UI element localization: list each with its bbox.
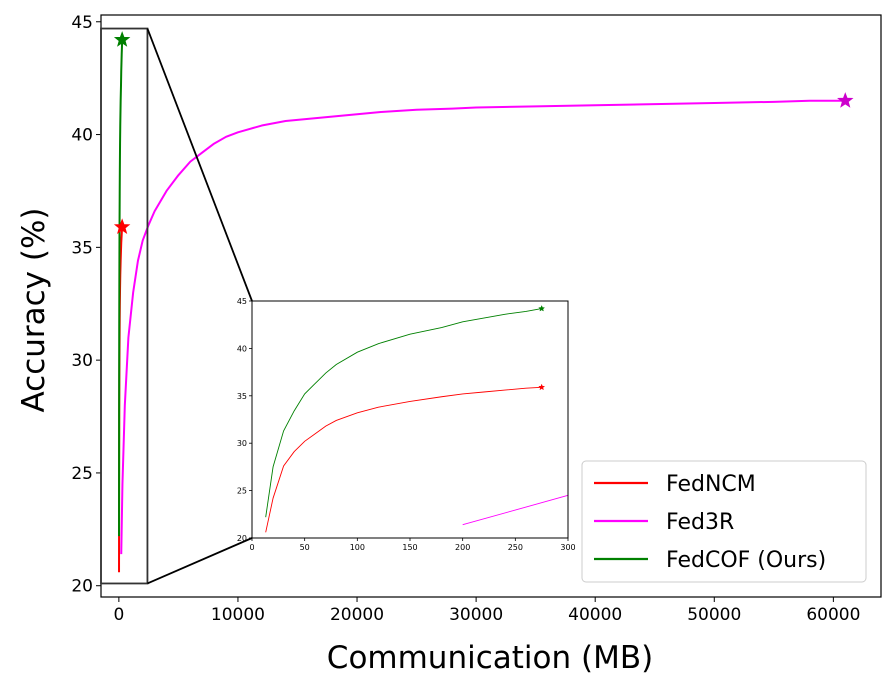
series-line-fedcof-ours — [118, 39, 124, 537]
main-plot-markers — [113, 31, 854, 235]
inset-y-tick-label: 30 — [237, 439, 247, 448]
x-tick-label: 60000 — [806, 605, 860, 625]
end-marker-star-fedcof-ours — [113, 31, 131, 47]
y-tick-label: 35 — [71, 238, 93, 258]
legend-label-fedcof-ours: FedCOF (Ours) — [666, 548, 826, 573]
inset-y-tick-label: 35 — [237, 392, 247, 401]
legend-label-fedncm: FedNCM — [666, 472, 756, 497]
main-plot-lines — [118, 39, 846, 573]
x-tick-label: 0 — [113, 605, 124, 625]
inset-series-line-fed3r — [462, 494, 569, 526]
inset-x-tick-label: 0 — [249, 543, 254, 552]
inset-series-line-fedncm — [265, 386, 542, 533]
zoom-connector-line — [146, 28, 253, 302]
x-axis-label: Communication (MB) — [327, 640, 653, 676]
y-tick-label: 25 — [71, 464, 93, 484]
inset-y-tick-label: 40 — [237, 344, 247, 353]
inset-plot-background — [252, 301, 568, 538]
x-tick-label: 10000 — [211, 605, 265, 625]
inset-x-tick-label: 100 — [350, 543, 365, 552]
x-tick-label: 30000 — [449, 605, 503, 625]
inset-x-tick-label: 50 — [300, 543, 310, 552]
inset-plot-lines — [265, 308, 569, 533]
series-line-fed3r — [120, 99, 846, 555]
inset-x-tick-label: 300 — [560, 543, 575, 552]
zoom-region-rectangle — [100, 27, 149, 585]
inset-y-tick-label: 20 — [237, 534, 247, 543]
x-tick-label: 50000 — [687, 605, 741, 625]
end-marker-star-fed3r — [837, 92, 854, 108]
y-tick-label: 30 — [71, 351, 93, 371]
legend-box — [581, 460, 867, 583]
y-axis-label: Accuracy (%) — [16, 207, 52, 412]
inset-end-marker-star-fedncm — [538, 383, 546, 391]
y-tick-label: 40 — [71, 126, 93, 146]
main-y-ticks: 20 25 30 35 40 45 — [71, 13, 101, 597]
inset-y-tick-label: 45 — [237, 297, 247, 306]
inset-x-tick-label: 200 — [455, 543, 470, 552]
x-tick-label: 40000 — [568, 605, 622, 625]
end-marker-star-fedncm — [113, 218, 131, 235]
legend-label-fed3r: Fed3R — [666, 510, 734, 535]
y-tick-label: 45 — [71, 13, 93, 33]
inset-y-ticks: 20 25 30 35 40 45 — [237, 297, 252, 543]
inset-x-tick-label: 150 — [402, 543, 417, 552]
inset-x-ticks: 0 50 100 150 200 250 300 — [249, 538, 576, 552]
x-tick-label: 20000 — [330, 605, 384, 625]
inset-y-tick-label: 25 — [237, 487, 247, 496]
inset-plot-markers — [538, 304, 546, 391]
inset-series-line-fedcof-ours — [265, 308, 542, 518]
legend: FedNCM Fed3R FedCOF (Ours) — [581, 460, 867, 583]
y-tick-label: 20 — [71, 577, 93, 597]
zoom-connector-line — [147, 537, 253, 585]
inset-x-tick-label: 250 — [508, 543, 523, 552]
inset-end-marker-star-fedcof-ours — [538, 304, 546, 312]
main-x-ticks: 0 10000 20000 30000 40000 50000 60000 — [113, 597, 860, 625]
